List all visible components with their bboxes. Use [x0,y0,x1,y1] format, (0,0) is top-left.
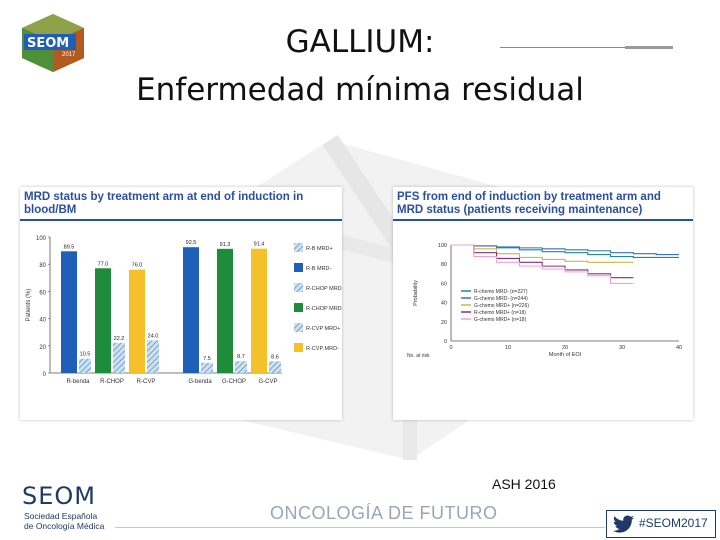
x-tick-label: G-CVP [258,379,277,385]
y-tick-label: 80 [441,262,447,268]
footer-seom-logo: SEOM [22,482,96,510]
source-citation: ASH 2016 [492,476,556,492]
legend-label: G-chemo MRD+ (n=18) [474,317,527,323]
bar-mrd-negative [217,248,233,373]
pfs-series-line [451,244,634,279]
footer-slogan: ONCOLOGÍA DE FUTURO [270,503,498,523]
y-tick-label: 60 [441,281,447,287]
bar-data-label: 24.0 [148,333,159,339]
twitter-bird-icon [613,515,634,533]
slide-title-line1: GALLIUM: [285,24,435,60]
pfs-chart-title: PFS from end of induction by treatment a… [397,191,661,216]
bar-mrd-positive [201,362,213,373]
legend-label: R-chemo MRD- (n=227) [474,289,528,295]
x-tick-label: 30 [619,345,625,351]
bar-mrd-negative [251,248,267,373]
bar-data-label: 77.0 [98,261,109,267]
bar-data-label: 91.4 [254,242,265,248]
y-tick-label: 100 [36,236,47,242]
y-tick-label: 0 [444,339,447,345]
pfs-line-chart: 0 20 40 60 80 100 0 10 20 30 40 Probability Month of… [407,243,682,359]
legend-swatch [294,343,303,352]
bar-mrd-negative [129,269,145,373]
pfs-series-line [451,244,634,284]
bar-data-label: 8.6 [271,354,279,360]
footer-seom-sub2: de Oncología Médica [24,521,105,531]
legend-swatch [294,243,303,252]
x-tick-label: G-CHOP [222,379,246,385]
pfs-series-line [451,244,634,263]
slide-title-line2: Enfermedad mínima residual [136,72,584,108]
risk-table-label: No. at risk [407,353,430,359]
legend-label: R-CVP MRD+ [306,326,340,332]
y-tick-label: 60 [39,290,46,296]
bar-mrd-positive [147,340,159,373]
y-tick-label: 20 [441,320,447,326]
footer-seom-sub1: Sociedad Española [24,511,98,521]
legend-label: R-chemo MRD+ (n=18) [474,310,526,316]
pfs-series-line [451,244,679,259]
mrd-chart-panel: MRD status by treatment arm at end of in… [20,187,342,420]
bar-mrd-positive [235,361,247,373]
y-axis-label: Probability [413,280,419,306]
legend-label: R-CHOP MRD+ [306,286,342,292]
legend-swatch [294,283,303,292]
x-tick-label: R-benda [66,379,90,385]
bar-data-label: 8.7 [237,354,245,360]
legend-label: R-B MRD- [306,266,332,272]
bar-data-label: 76.0 [132,263,143,269]
y-tick-label: 0 [43,372,47,378]
legend-swatch [294,263,303,272]
bar-mrd-positive [113,342,125,373]
logo-year: 2017 [62,52,76,58]
mrd-chart-title: MRD status by treatment arm at end of in… [24,191,304,216]
y-axis-label: Patients (%) [26,289,32,322]
bar-mrd-negative [95,268,111,373]
decorative-line-accent [625,46,673,49]
x-tick-label: 40 [676,345,682,351]
legend-label: G-chemo MRD+ (n=226) [474,303,529,309]
logo-text: SEOM [27,36,69,51]
x-tick-label: R-CVP [137,379,156,385]
pfs-title-rule [393,219,693,221]
pfs-chart-panel: PFS from end of induction by treatment a… [393,187,693,420]
seom-2017-logo: SEOM 2017 [22,14,84,72]
footer-rule [115,527,605,528]
bar-data-label: 91.3 [220,242,231,248]
x-tick-label: 20 [562,345,568,351]
y-tick-label: 40 [441,301,447,307]
y-tick-label: 100 [438,243,447,249]
bar-data-label: 7.5 [203,356,211,362]
hashtag-text: #SEOM2017 [639,516,708,530]
bar-data-label: 92.5 [186,240,197,246]
x-axis-label: Month of EOI [549,352,582,358]
bar-data-label: 22.2 [114,336,125,342]
legend-swatch [294,303,303,312]
x-tick-label: 0 [449,345,452,351]
legend-swatch [294,323,303,332]
bar-mrd-positive [79,358,91,373]
y-tick-label: 40 [39,318,46,324]
decorative-line [500,47,625,48]
legend-label: R-B MRD+ [306,246,333,252]
mrd-title-rule [20,219,342,221]
x-tick-label: G-benda [188,379,212,385]
hashtag-badge: #SEOM2017 [606,510,716,538]
legend-label: R-CVP MRD- [306,346,339,352]
legend-label: R-CHOP MRD- [306,306,342,312]
bar-data-label: 10.5 [80,352,91,358]
y-tick-label: 80 [39,263,46,269]
bar-mrd-negative [61,251,77,373]
bar-mrd-negative [183,247,199,373]
legend-label: G-chemo MRD- (n=244) [474,296,528,302]
bar-mrd-positive [269,361,281,373]
x-tick-label: 10 [505,345,511,351]
mrd-bar-chart: 0 20 40 60 80 100 Patients (%) 89.5 10.5 R-benda 7… [26,236,342,385]
pfs-series-line [451,244,679,256]
bar-data-label: 89.5 [64,244,75,250]
y-tick-label: 20 [39,345,46,351]
x-tick-label: R-CHOP [100,379,124,385]
